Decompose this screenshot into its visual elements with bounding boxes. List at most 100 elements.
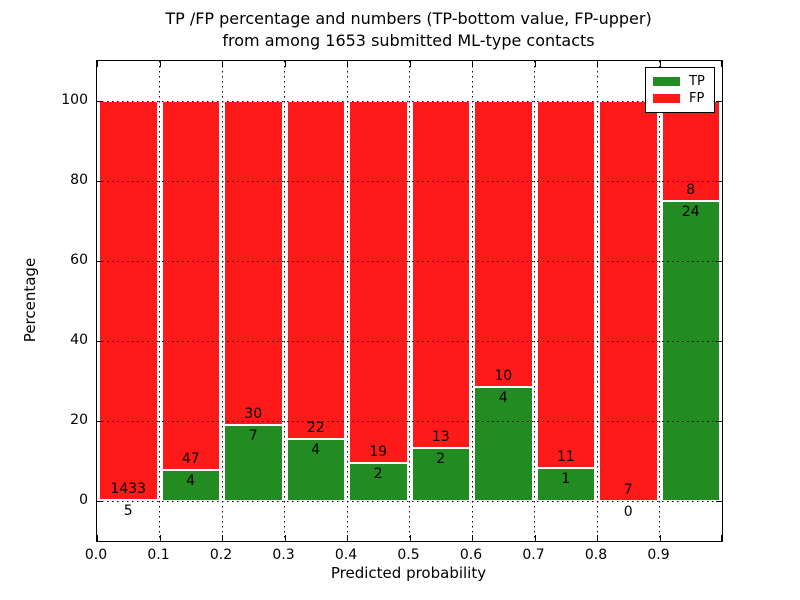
y-tick-mark [716,181,722,183]
y-tick-mark [716,261,722,263]
legend-label-tp: TP [689,74,705,89]
fp-count-label: 30 [244,406,263,423]
fp-count-label: 8 [686,182,696,198]
grid-line-vertical [471,61,473,541]
bar-segment-fp [161,101,220,470]
y-tick-mark [97,261,103,263]
y-tick-label: 0 [79,492,88,508]
y-tick-mark [97,341,103,343]
bar-segment-tp [536,467,595,501]
bar-segment-tp [661,201,720,501]
y-tick-label: 40 [70,332,88,348]
tp-count-label: 4 [311,442,321,459]
bar-segment-tp [411,447,470,501]
grid-line-vertical [159,61,160,541]
grid-line-vertical [534,61,535,541]
x-tick-label: 0.9 [647,547,670,563]
x-tick-mark [720,61,722,67]
fp-count-label: 7 [623,482,633,498]
fp-count-label: 19 [369,443,388,460]
bar-segment-fp [474,101,533,387]
tp-count-label: 4 [186,472,196,489]
plot-area: TP FP 1433 5 47 4 30 7 22 4 19 2 13 2 10 4 11 1 7 0 8 24 [96,60,723,542]
y-tick-mark [97,501,103,503]
x-tick-label: 0.8 [584,547,608,563]
legend-item-fp: FP [653,90,705,107]
legend-item-tp: TP [653,73,705,90]
x-tick-label: 0.2 [209,547,233,563]
x-tick-mark [159,61,161,67]
tp-count-label: 7 [248,428,258,445]
y-tick-label: 60 [70,252,88,268]
x-tick-mark [409,535,411,541]
fp-count-label: 13 [431,428,450,445]
bar-segment-fp [224,101,283,426]
tp-count-label: 2 [373,465,383,482]
x-tick-mark [472,61,474,67]
y-tick-mark [97,421,103,423]
x-tick-label: 0.3 [272,547,295,563]
y-tick-mark [716,341,722,343]
grid-line-vertical [346,61,348,541]
x-tick-mark [347,535,349,541]
chart-title: TP /FP percentage and numbers (TP-bottom… [96,8,721,52]
y-tick-label: 20 [70,412,88,428]
bar-segment-fp [599,101,658,501]
legend-swatch-tp [653,77,680,86]
tp-count-label: 5 [123,502,133,519]
x-tick-label: 0.5 [397,547,420,563]
x-tick-mark [534,535,536,541]
grid-line-vertical [596,61,598,541]
x-tick-mark [97,61,99,67]
grid-line-vertical [221,61,223,541]
y-tick-mark [716,501,722,503]
y-tick-mark [716,101,722,103]
grid-line-vertical [409,61,410,541]
tp-count-label: 24 [681,204,700,220]
y-tick-label: 100 [61,92,88,108]
tp-count-label: 0 [623,504,633,520]
fp-count-label: 22 [306,420,325,437]
x-axis-label: Predicted probability [330,564,487,582]
chart-title-line1: TP /FP percentage and numbers (TP-bottom… [165,9,652,28]
x-tick-mark [534,61,536,67]
tp-count-label: 1 [561,470,571,487]
bar-segment-fp [99,101,158,500]
x-tick-mark [597,535,599,541]
x-tick-mark [597,61,599,67]
x-tick-mark [659,535,661,541]
legend-swatch-fp [653,94,680,103]
grid-line-vertical [659,61,660,541]
x-tick-mark [720,535,722,541]
tp-count-label: 4 [498,389,508,406]
chart-title-line2: from among 1653 submitted ML-type contac… [222,31,595,50]
x-tick-mark [284,535,286,541]
bar-segment-fp [349,101,408,463]
x-tick-mark [159,535,161,541]
legend: TP FP [645,67,715,113]
x-tick-mark [284,61,286,67]
x-tick-mark [222,535,224,541]
x-tick-label: 0.6 [459,547,483,563]
y-tick-mark [716,421,722,423]
y-tick-label: 80 [70,172,88,188]
x-tick-mark [347,61,349,67]
x-tick-mark [472,535,474,541]
fp-count-label: 10 [494,367,513,384]
x-tick-mark [97,535,99,541]
x-tick-mark [222,61,224,67]
fp-count-label: 11 [556,448,575,465]
bar-segment-tp [474,386,533,501]
bar-segment-tp [349,462,408,501]
bar-segment-tp [286,439,345,501]
legend-label-fp: FP [689,91,705,106]
y-axis-label: Percentage [21,257,39,343]
y-tick-mark [97,101,103,103]
fp-count-label: 1433 [110,480,147,497]
grid-line-vertical [284,61,285,541]
x-tick-mark [659,61,661,67]
tp-count-label: 2 [436,450,446,467]
fp-count-label: 47 [181,450,200,467]
bar-segment-fp [536,101,595,468]
